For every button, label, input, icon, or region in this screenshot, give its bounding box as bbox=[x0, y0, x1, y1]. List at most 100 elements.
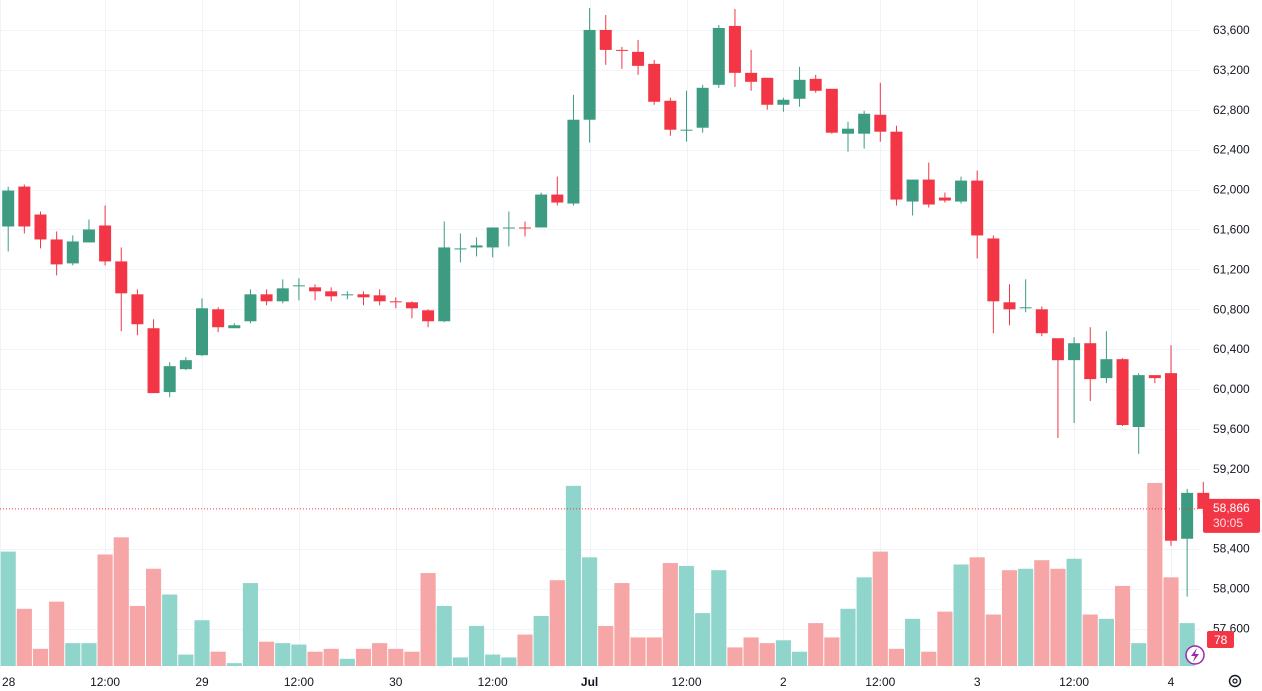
candle bbox=[922, 162, 935, 208]
candle bbox=[50, 231, 63, 276]
x-tick-label: 12:00 bbox=[865, 675, 895, 689]
volume-bar bbox=[97, 554, 113, 666]
x-tick-label: 30 bbox=[389, 675, 403, 689]
volume-bar bbox=[1163, 577, 1179, 666]
candle bbox=[131, 289, 144, 336]
volume-bar bbox=[1114, 585, 1131, 666]
candle-body bbox=[131, 294, 144, 325]
volume-bar bbox=[1018, 568, 1034, 666]
candle-body bbox=[777, 99, 790, 105]
volume-bar bbox=[1066, 558, 1082, 666]
volume-bar bbox=[985, 614, 1001, 666]
candle bbox=[1019, 279, 1032, 313]
candle-body bbox=[809, 78, 822, 91]
candle-body bbox=[389, 301, 402, 303]
candle bbox=[680, 90, 693, 142]
volume-bar bbox=[275, 643, 291, 666]
candle bbox=[228, 323, 241, 329]
volume-bar bbox=[436, 605, 452, 666]
candle bbox=[1068, 337, 1081, 424]
candle bbox=[971, 170, 984, 259]
y-tick-label: 58,400 bbox=[1213, 542, 1250, 556]
candle-body bbox=[18, 186, 31, 227]
volume-bar bbox=[372, 643, 388, 666]
volume-bar bbox=[840, 608, 856, 666]
candle bbox=[357, 291, 370, 306]
volume-bar bbox=[323, 648, 339, 666]
candle bbox=[696, 84, 709, 133]
candle-body bbox=[535, 194, 548, 228]
volume-bar bbox=[824, 637, 840, 666]
candle-body bbox=[1100, 359, 1113, 379]
candle bbox=[632, 39, 645, 75]
x-tick-label: 12:00 bbox=[90, 675, 120, 689]
volume-bar bbox=[711, 570, 727, 666]
candle bbox=[115, 247, 128, 332]
candle-body bbox=[470, 245, 483, 248]
candle bbox=[470, 237, 483, 257]
candle-body bbox=[971, 180, 984, 236]
candle bbox=[793, 66, 806, 107]
candle-body bbox=[842, 128, 854, 134]
volume-bar bbox=[808, 623, 824, 666]
candle bbox=[18, 184, 31, 234]
volume-bar bbox=[16, 608, 32, 666]
candle-body bbox=[632, 51, 645, 66]
candle-body bbox=[1148, 375, 1161, 379]
candle bbox=[1084, 327, 1097, 402]
candle-body bbox=[147, 328, 160, 394]
x-tick-label: Jul bbox=[581, 675, 598, 689]
x-tick-label: 2 bbox=[780, 675, 787, 689]
volume-bar bbox=[937, 611, 953, 666]
candle-body bbox=[422, 310, 435, 322]
y-tick-label: 61,600 bbox=[1213, 222, 1250, 236]
volume-bars bbox=[0, 482, 1195, 666]
candle bbox=[890, 125, 903, 206]
candle-body bbox=[712, 27, 725, 85]
candle bbox=[599, 14, 612, 65]
candle bbox=[825, 88, 838, 134]
candle bbox=[874, 82, 887, 142]
candle-body bbox=[1165, 373, 1177, 541]
candle bbox=[842, 121, 854, 152]
x-axis[interactable]: 28 12:00 29 12:00 30 12:00 Jul 12:00 2 12:00 3 12:0… bbox=[2, 675, 1175, 689]
candle-body bbox=[212, 309, 225, 328]
candle bbox=[777, 97, 790, 112]
candle bbox=[486, 227, 499, 258]
candle bbox=[373, 289, 386, 306]
candle-body bbox=[486, 227, 499, 248]
volume-bar bbox=[259, 641, 275, 666]
volume-bar bbox=[614, 583, 630, 666]
y-tick-label: 60,000 bbox=[1213, 382, 1250, 396]
lightning-indicator-button[interactable] bbox=[1185, 645, 1205, 665]
volume-bar bbox=[969, 557, 985, 666]
candle bbox=[1003, 284, 1016, 326]
candle-body bbox=[325, 291, 338, 297]
volume-bar bbox=[468, 625, 485, 666]
candle-body bbox=[1003, 302, 1016, 310]
candle bbox=[615, 46, 628, 69]
candle bbox=[405, 301, 418, 319]
volume-bar bbox=[339, 658, 355, 666]
settings-gear-button[interactable] bbox=[1228, 674, 1242, 688]
candle-body bbox=[99, 225, 112, 262]
volume-bar bbox=[0, 551, 16, 666]
candle bbox=[389, 297, 402, 309]
candle bbox=[82, 219, 95, 243]
x-tick-label: 12:00 bbox=[671, 675, 701, 689]
candle bbox=[325, 287, 338, 302]
volume-bar bbox=[65, 643, 81, 666]
candle-body bbox=[1019, 307, 1032, 309]
volume-bar bbox=[129, 605, 145, 666]
candle-body bbox=[906, 179, 919, 202]
candle-body bbox=[438, 247, 451, 322]
y-axis[interactable]: 63,600 63,200 62,800 62,400 62,000 61,600 61,2… bbox=[1213, 23, 1250, 636]
volume-bar bbox=[856, 577, 872, 666]
candle-body bbox=[276, 288, 289, 302]
candle-body bbox=[115, 261, 128, 294]
volume-bar bbox=[565, 485, 582, 666]
lightning-icon bbox=[1191, 648, 1199, 662]
candle bbox=[292, 278, 305, 301]
